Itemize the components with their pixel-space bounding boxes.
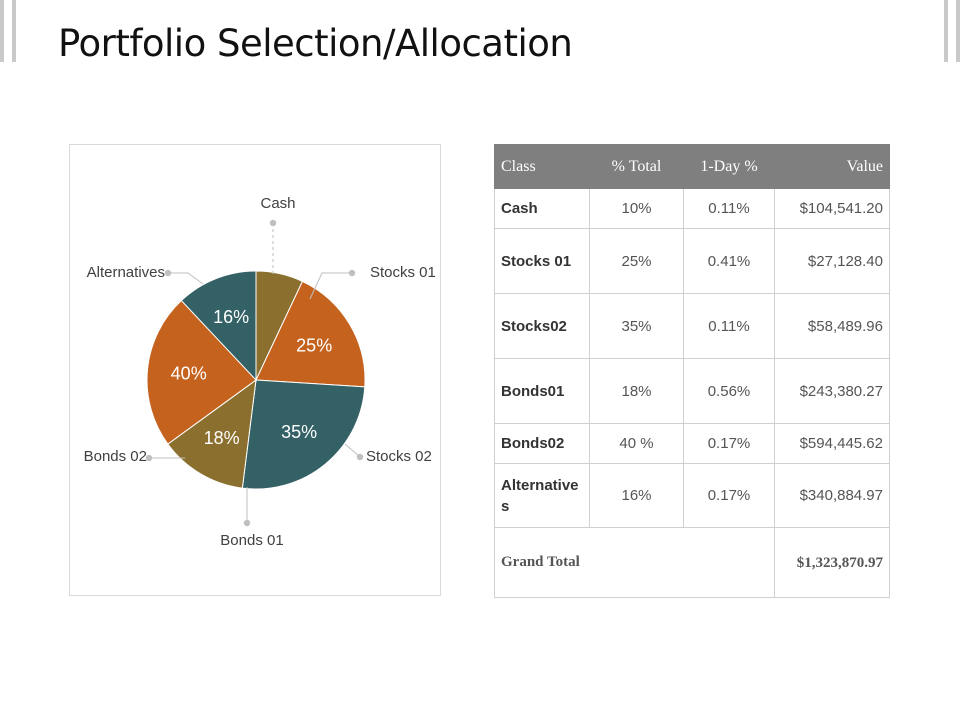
pie-category-label-bonds-02: Bonds 02 bbox=[84, 448, 147, 465]
pie-chart-panel: 25% 35% 18% 40% 16% Cash Stocks 01 Stocks 02 Bon… bbox=[69, 144, 441, 596]
allocation-table-wrap: Class % Total 1-Day % Value Cash 10% 0.1… bbox=[494, 144, 890, 598]
grand-total-row: Grand Total $1,323,870.97 bbox=[494, 527, 890, 598]
cell-class: Cash bbox=[494, 188, 590, 229]
cell-class: Stocks02 bbox=[494, 293, 590, 359]
callout-dot-bonds-02 bbox=[145, 454, 153, 462]
right-edge-bar bbox=[944, 0, 948, 62]
pie-chart: 25% 35% 18% 40% 16% Cash Stocks 01 Stocks 02 Bon… bbox=[84, 195, 436, 549]
pie-category-label-bonds-01: Bonds 01 bbox=[220, 532, 283, 549]
cell-value: $340,884.97 bbox=[774, 463, 890, 528]
table-row: Stocks 01 25% 0.41% $27,128.40 bbox=[494, 228, 890, 294]
table-row: Stocks02 35% 0.11% $58,489.96 bbox=[494, 293, 890, 359]
pie-category-label-stocks-02: Stocks 02 bbox=[366, 448, 432, 465]
cell-value: $594,445.62 bbox=[774, 423, 890, 464]
cell-one-day: 0.17% bbox=[683, 463, 775, 528]
cell-one-day: 0.56% bbox=[683, 358, 775, 424]
cell-one-day: 0.11% bbox=[683, 188, 775, 229]
cell-pct-total: 25% bbox=[589, 228, 684, 294]
header-class: Class bbox=[494, 144, 590, 189]
header-value: Value bbox=[774, 144, 890, 189]
pie-data-label-stocks-02: 35% bbox=[281, 422, 317, 442]
callout-dot-alternatives bbox=[164, 269, 172, 277]
callout-line-alternatives bbox=[168, 272, 204, 285]
table-row: Bonds02 40 % 0.17% $594,445.62 bbox=[494, 423, 890, 464]
right-edge-bar bbox=[956, 0, 960, 62]
pie-category-label-alternatives: Alternatives bbox=[87, 264, 165, 281]
left-edge-bar bbox=[12, 0, 16, 62]
pie-category-label-stocks-01: Stocks 01 bbox=[370, 264, 436, 281]
cell-value: $243,380.27 bbox=[774, 358, 890, 424]
callout-dot-stocks-01 bbox=[348, 269, 356, 277]
allocation-table: Class % Total 1-Day % Value Cash 10% 0.1… bbox=[494, 144, 890, 598]
pie-data-label-bonds-02: 40% bbox=[171, 364, 207, 384]
cell-pct-total: 35% bbox=[589, 293, 684, 359]
header-pct-total: % Total bbox=[589, 144, 684, 189]
callout-dot-bonds-01 bbox=[243, 519, 251, 527]
callout-line-stocks-02 bbox=[344, 443, 361, 458]
table-header-row: Class % Total 1-Day % Value bbox=[494, 144, 890, 189]
pie-data-label-stocks-01: 25% bbox=[296, 336, 332, 356]
cell-class: Bonds01 bbox=[494, 358, 590, 424]
page-title: Portfolio Selection/Allocation bbox=[58, 22, 573, 65]
cell-one-day: 0.11% bbox=[683, 293, 775, 359]
grand-total-value: $1,323,870.97 bbox=[774, 527, 890, 598]
pie-slice-stocks-01 bbox=[255, 280, 366, 388]
pie-slice-bonds-01 bbox=[167, 378, 257, 489]
pie-category-label-cash: Cash bbox=[260, 195, 295, 212]
left-edge-bar bbox=[0, 0, 4, 62]
pie-slice-stocks-02 bbox=[241, 379, 366, 490]
callout-dot-stocks-02 bbox=[356, 453, 364, 461]
cell-class: Stocks 01 bbox=[494, 228, 590, 294]
cell-class: Alternatives bbox=[494, 463, 590, 528]
cell-value: $58,489.96 bbox=[774, 293, 890, 359]
table-row: Alternatives 16% 0.17% $340,884.97 bbox=[494, 463, 890, 528]
pie-slice-bonds-02 bbox=[146, 299, 257, 445]
cell-one-day: 0.17% bbox=[683, 423, 775, 464]
cell-value: $27,128.40 bbox=[774, 228, 890, 294]
callout-line-stocks-01 bbox=[309, 272, 352, 300]
cell-pct-total: 16% bbox=[589, 463, 684, 528]
grand-total-label: Grand Total bbox=[494, 527, 775, 598]
cell-value: $104,541.20 bbox=[774, 188, 890, 229]
cell-pct-total: 40 % bbox=[589, 423, 684, 464]
cell-one-day: 0.41% bbox=[683, 228, 775, 294]
cell-pct-total: 10% bbox=[589, 188, 684, 229]
table-row: Cash 10% 0.11% $104,541.20 bbox=[494, 188, 890, 229]
table-row: Bonds01 18% 0.56% $243,380.27 bbox=[494, 358, 890, 424]
callout-dot-cash bbox=[269, 219, 277, 227]
pie-slice-alternatives bbox=[180, 270, 257, 382]
pie-data-label-bonds-01: 18% bbox=[204, 428, 240, 448]
cell-pct-total: 18% bbox=[589, 358, 684, 424]
cell-class: Bonds02 bbox=[494, 423, 590, 464]
pie-data-label-alternatives: 16% bbox=[213, 307, 249, 327]
header-one-day: 1-Day % bbox=[683, 144, 775, 189]
